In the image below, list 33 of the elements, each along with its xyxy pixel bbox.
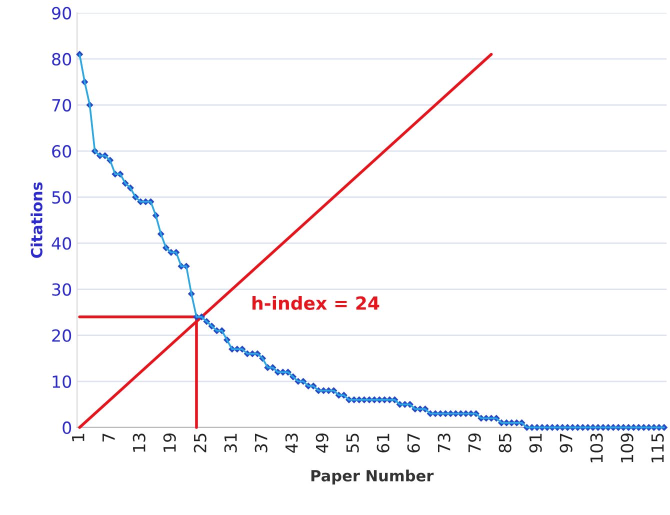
x-tick-label: 85 <box>498 434 512 452</box>
y-tick-label: 30 <box>52 283 72 296</box>
x-tick-label: 73 <box>438 434 450 452</box>
y-tick-label: 80 <box>52 52 72 66</box>
x-tick-label: 115 <box>651 434 664 462</box>
y-axis-title: Citations <box>30 182 42 258</box>
annotation: h-index = 24 <box>252 296 380 310</box>
x-tick-label: 25 <box>194 434 206 452</box>
y-tick-label: 50 <box>52 191 72 204</box>
y-tick-label: 20 <box>52 329 72 342</box>
x-tick-label: 97 <box>560 434 572 452</box>
x-tick-label: 49 <box>316 433 328 453</box>
y-tick-label: 90 <box>52 6 72 20</box>
y-tick-label: 40 <box>52 237 72 250</box>
x-tick-label: 109 <box>620 433 634 462</box>
x-tick-label: 91 <box>529 434 542 452</box>
x-tick-label: 1 <box>72 434 84 442</box>
x-tick-label: 13 <box>132 434 146 452</box>
y-tick-label: 60 <box>52 145 72 158</box>
x-tick-label: 37 <box>254 434 268 452</box>
x-tick-label: 103 <box>590 434 603 462</box>
x-tick-label: 31 <box>224 434 237 452</box>
x-tick-label: 67 <box>407 434 420 452</box>
x-tick-label: 19 <box>163 433 176 452</box>
x-tick-label: 55 <box>346 434 359 452</box>
y-tick-label: 0 <box>62 421 72 434</box>
y-tick-label: 70 <box>52 98 72 112</box>
x-tick-label: 79 <box>468 433 481 452</box>
y-tick-label: 10 <box>52 375 72 388</box>
x-axis-title: Paper Number <box>311 470 434 484</box>
x-tick-label: 61 <box>376 434 390 452</box>
x-tick-label: 43 <box>285 434 298 453</box>
x-tick-label: 7 <box>102 434 115 442</box>
